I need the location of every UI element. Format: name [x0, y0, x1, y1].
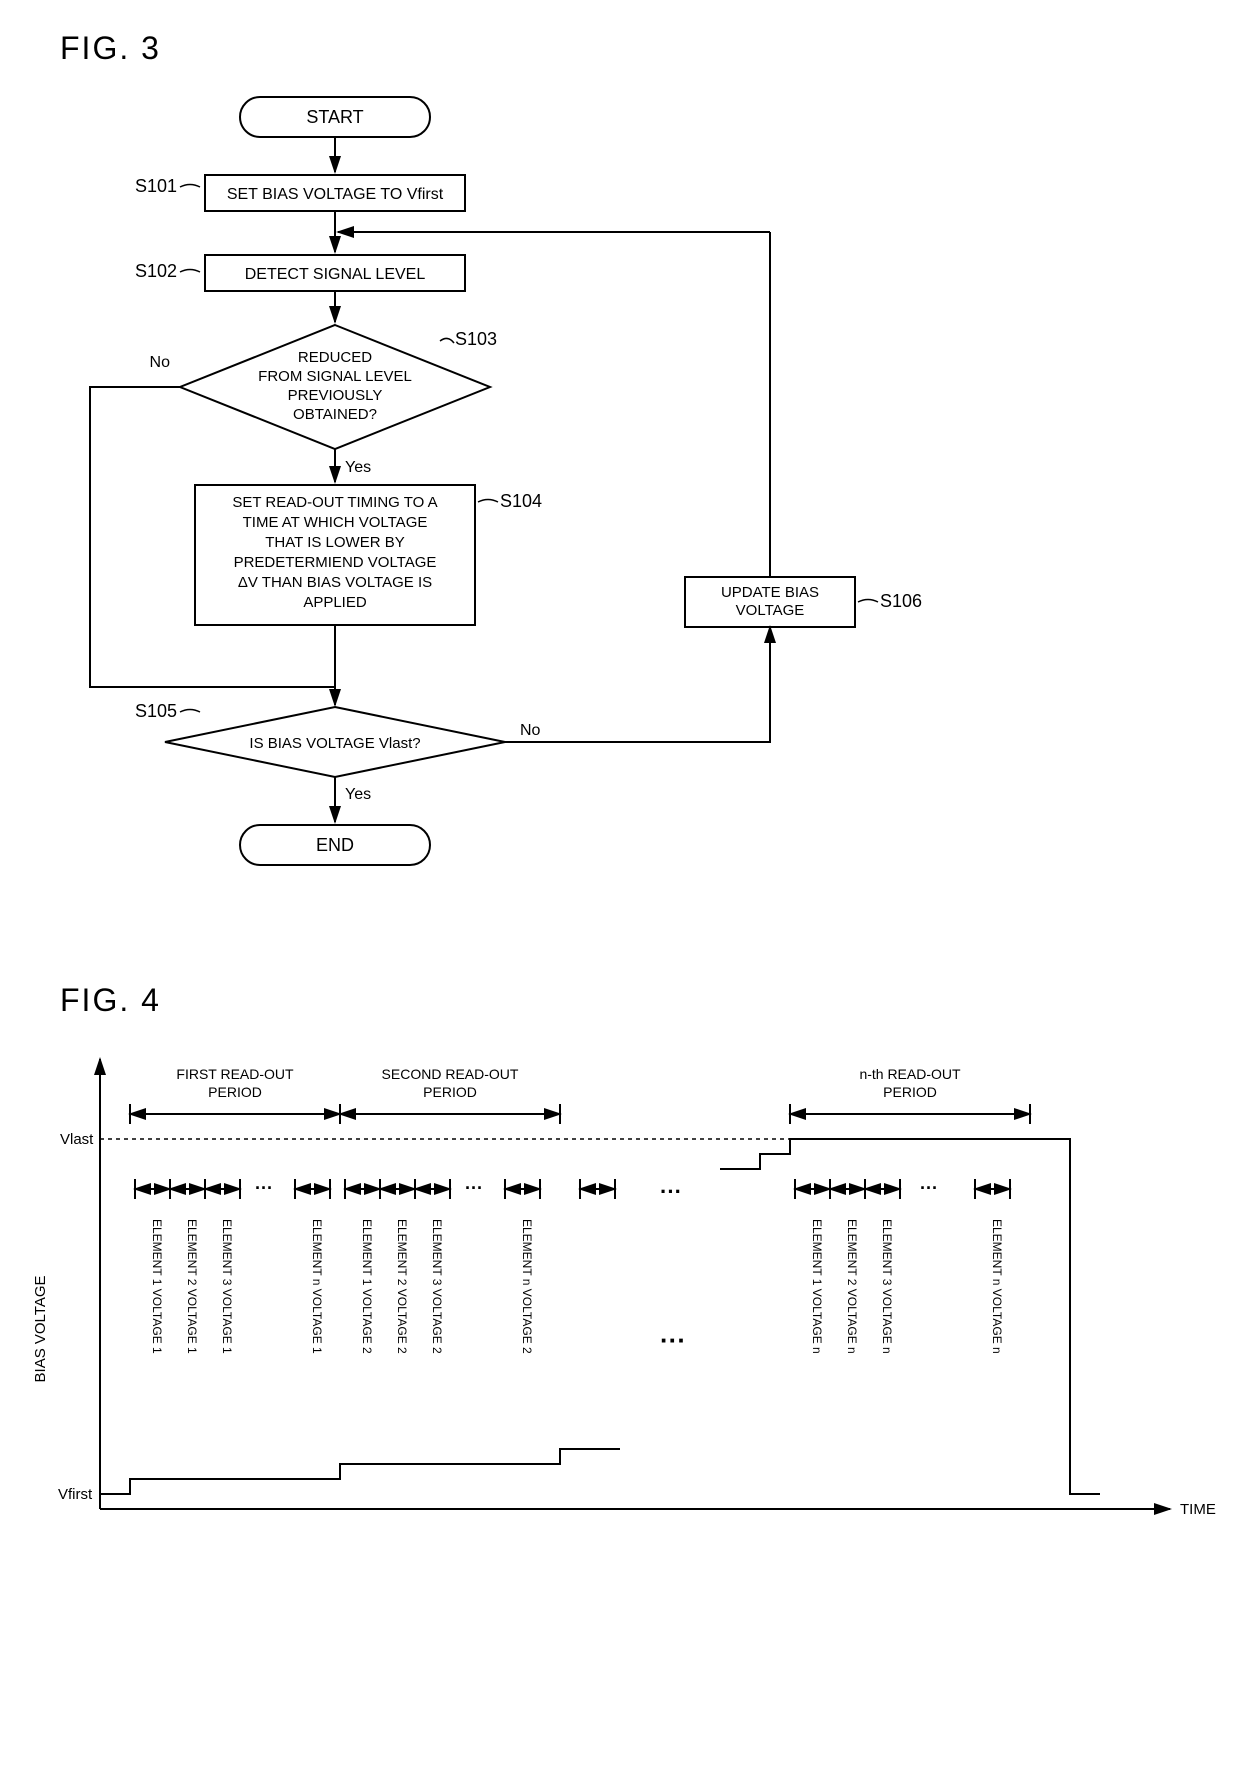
y-axis-label: BIAS VOLTAGE: [32, 1276, 49, 1383]
periodn-line1: PERIOD: [883, 1084, 937, 1100]
period2-line0: SECOND READ-OUT: [382, 1066, 519, 1082]
period1-line1: PERIOD: [208, 1084, 262, 1100]
start-label: START: [306, 107, 363, 127]
el1-n: ELEMENT 1 VOLTAGE n: [810, 1219, 824, 1354]
dots1: ···: [255, 1178, 273, 1198]
s104-tag: S104: [500, 491, 542, 511]
s103-no: No: [150, 354, 171, 371]
s103-line1: FROM SIGNAL LEVEL: [258, 368, 412, 385]
dotsn: ···: [920, 1178, 938, 1198]
eln-1: ELEMENT n VOLTAGE 1: [310, 1219, 324, 1354]
fig3-title: FIG. 3: [60, 30, 1220, 67]
eln-2: ELEMENT n VOLTAGE 2: [520, 1219, 534, 1354]
s103-yes: Yes: [345, 459, 371, 476]
fig4-chart: BIAS VOLTAGE TIME Vlast Vfirst FIRST REA…: [20, 1039, 1220, 1559]
s101-label: SET BIAS VOLTAGE TO Vfirst: [227, 186, 444, 203]
periodn-line0: n-th READ-OUT: [859, 1066, 961, 1082]
el3-1: ELEMENT 3 VOLTAGE 1: [220, 1219, 234, 1354]
s106-tag: S106: [880, 591, 922, 611]
s104-line5: APPLIED: [303, 594, 367, 611]
el2-n: ELEMENT 2 VOLTAGE n: [845, 1219, 859, 1354]
s105-yes: Yes: [345, 786, 371, 803]
vlast-label: Vlast: [60, 1131, 94, 1148]
s106-line0: UPDATE BIAS: [721, 584, 819, 601]
s103-line2: PREVIOUSLY: [288, 387, 383, 404]
s105-tag: S105: [135, 701, 177, 721]
eln-n: ELEMENT n VOLTAGE n: [990, 1219, 1004, 1354]
end-label: END: [316, 835, 354, 855]
fig4-title: FIG. 4: [60, 982, 1220, 1019]
period1-line0: FIRST READ-OUT: [176, 1066, 294, 1082]
dots2: ···: [465, 1178, 483, 1198]
s104-line4: ΔV THAN BIAS VOLTAGE IS: [238, 574, 432, 591]
el2-2: ELEMENT 2 VOLTAGE 2: [395, 1219, 409, 1354]
s104-line2: THAT IS LOWER BY: [265, 534, 404, 551]
s103-tag: S103: [455, 329, 497, 349]
el2-1: ELEMENT 2 VOLTAGE 1: [185, 1219, 199, 1354]
s104-line0: SET READ-OUT TIMING TO A: [232, 494, 437, 511]
ellipsis-mid: ···: [660, 1325, 686, 1355]
s105-no: No: [520, 722, 541, 739]
s104-line1: TIME AT WHICH VOLTAGE: [243, 514, 428, 531]
s104-line3: PREDETERMIEND VOLTAGE: [234, 554, 437, 571]
el3-2: ELEMENT 3 VOLTAGE 2: [430, 1219, 444, 1354]
s101-tag: S101: [135, 176, 177, 196]
s105-label: IS BIAS VOLTAGE Vlast?: [249, 735, 420, 752]
x-axis-label: TIME: [1180, 1501, 1216, 1518]
vfirst-label: Vfirst: [58, 1486, 93, 1503]
s102-label: DETECT SIGNAL LEVEL: [245, 266, 426, 283]
el1-2: ELEMENT 1 VOLTAGE 2: [360, 1219, 374, 1354]
s103-line0: REDUCED: [298, 349, 372, 366]
el1-1: ELEMENT 1 VOLTAGE 1: [150, 1219, 164, 1354]
period2-line1: PERIOD: [423, 1084, 477, 1100]
fig3-flowchart: START S101 SET BIAS VOLTAGE TO Vfirst S1…: [20, 87, 1120, 907]
s103-line3: OBTAINED?: [293, 406, 377, 423]
s106-line1: VOLTAGE: [736, 602, 805, 619]
ellipsis-top: ···: [660, 1179, 682, 1204]
el3-n: ELEMENT 3 VOLTAGE n: [880, 1219, 894, 1354]
s102-tag: S102: [135, 261, 177, 281]
